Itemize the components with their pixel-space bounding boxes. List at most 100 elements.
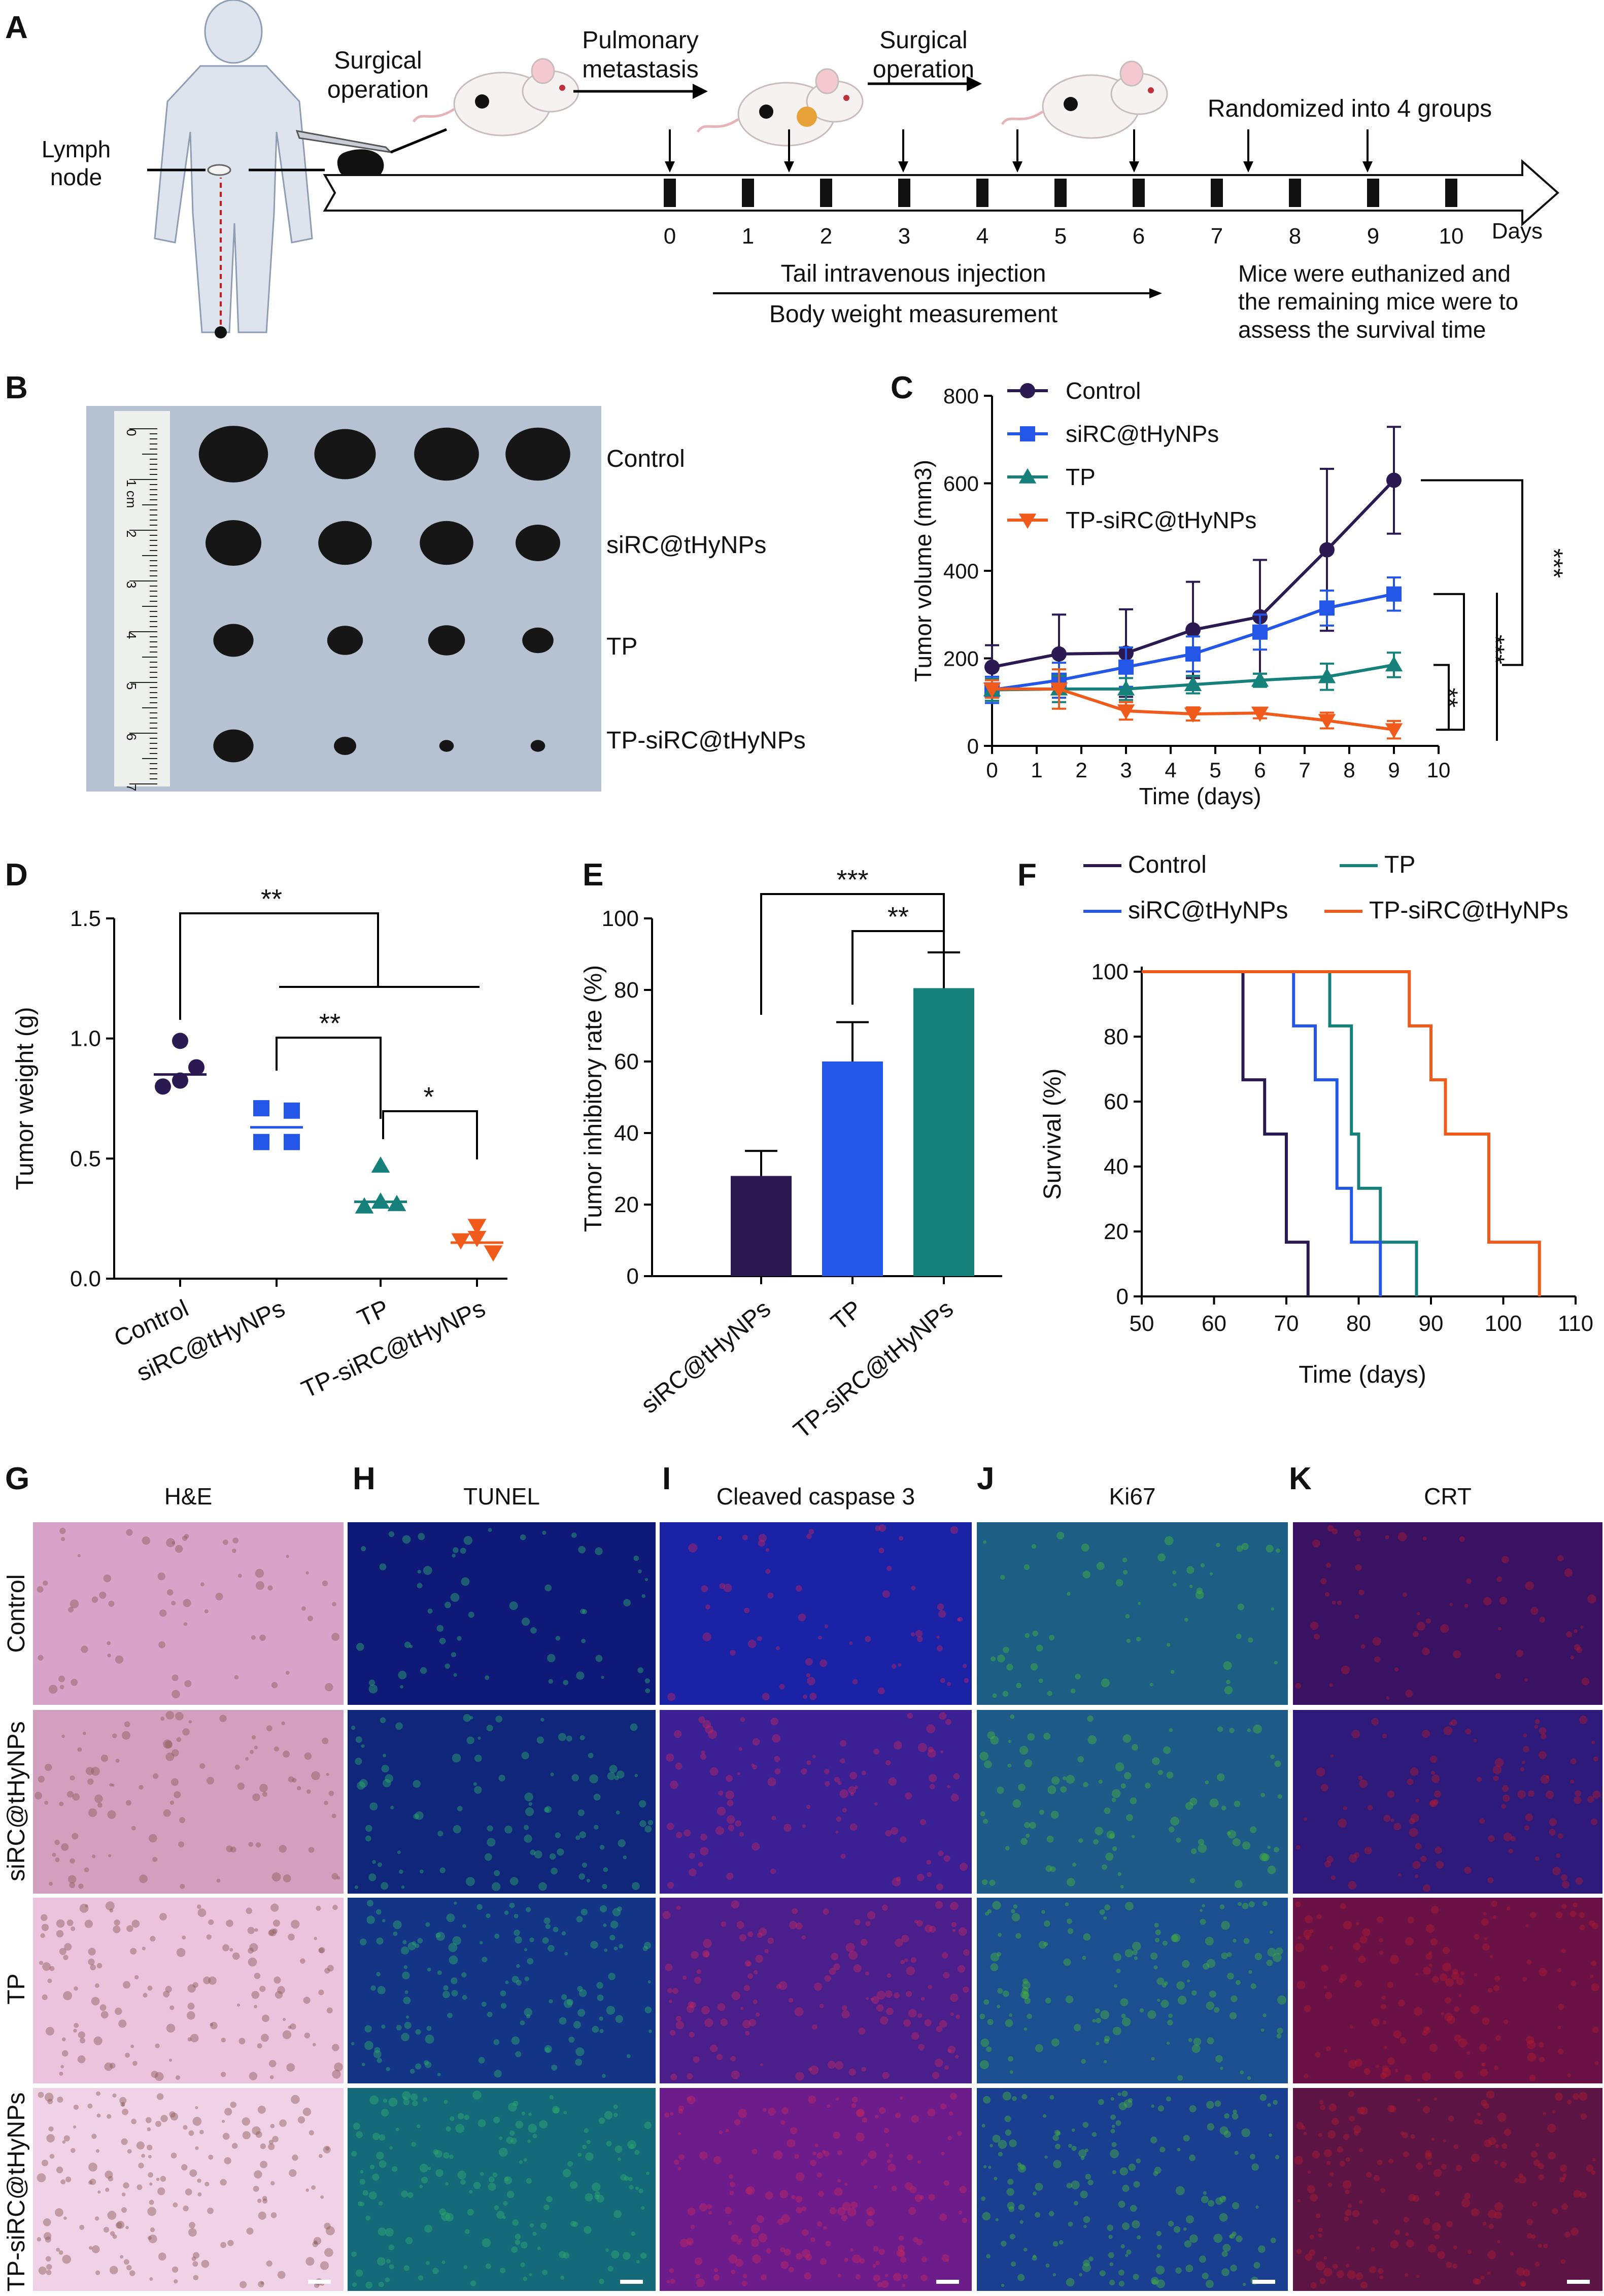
micrograph-texture-dot — [1480, 2069, 1488, 2077]
micrograph-1-1 — [348, 1710, 656, 1894]
micrograph-texture-dot — [1305, 1936, 1310, 1940]
micrograph-texture-dot — [1096, 2041, 1100, 2045]
micrograph-texture-dot — [1031, 1544, 1037, 1549]
micrograph-texture-dot — [609, 1765, 618, 1773]
micrograph-texture-dot — [1444, 2012, 1453, 2021]
micrograph-texture-dot — [272, 2136, 279, 2143]
micrograph-texture-dot — [796, 2172, 805, 2181]
micrograph-texture-dot — [43, 1580, 48, 1586]
panel-letter-f: F — [1017, 858, 1037, 893]
micrograph-texture-dot — [434, 2150, 442, 2158]
micrograph-texture-dot — [739, 1934, 746, 1941]
micrograph-texture-dot — [1163, 1746, 1171, 1754]
micrograph-texture-dot — [921, 1997, 925, 2001]
micrograph-texture-dot — [599, 2016, 603, 2021]
micrograph-texture-dot — [873, 2246, 879, 2252]
injection-arrowhead-0 — [665, 161, 675, 173]
micrograph-texture-dot — [1381, 1995, 1386, 2000]
micrograph-texture-dot — [1415, 1874, 1419, 1878]
micrograph-texture-dot — [1539, 2057, 1545, 2063]
micrograph-texture-dot — [1247, 2076, 1251, 2080]
micrograph-texture-dot — [1068, 2143, 1072, 2148]
micrograph-3-0 — [977, 1522, 1288, 1705]
micrograph-texture-dot — [701, 1585, 708, 1593]
micrograph-texture-dot — [1222, 2196, 1226, 2200]
micrograph-texture-dot — [1569, 1910, 1577, 1917]
micrograph-texture-dot — [237, 1782, 245, 1790]
micrograph-texture-dot — [1238, 1902, 1242, 1906]
micrograph-texture-dot — [1153, 2171, 1158, 2176]
micrograph-texture-dot — [1374, 1656, 1381, 1663]
micrograph-texture-dot — [1154, 1938, 1160, 1943]
micrograph-texture-dot — [378, 2227, 386, 2236]
tumor-sample-1-0 — [206, 520, 261, 566]
micrograph-texture-dot — [1592, 2157, 1596, 2162]
c-legend-label-3: TP-siRC@tHyNPs — [1066, 507, 1256, 533]
micrograph-texture-dot — [1387, 2057, 1395, 2065]
micrograph-texture-dot — [109, 2063, 116, 2069]
micrograph-texture-dot — [950, 1793, 959, 1802]
micrograph-texture-dot — [1115, 1579, 1123, 1587]
micrograph-texture-dot — [728, 2221, 732, 2225]
micrograph-texture-dot — [1021, 1986, 1029, 1994]
d-point-1-3 — [284, 1134, 300, 1150]
micrograph-texture-dot — [542, 2270, 548, 2275]
micrograph-texture-dot — [725, 2129, 729, 2133]
micrograph-texture-dot — [765, 1568, 771, 1574]
micrograph-texture-dot — [596, 2195, 604, 2203]
micrograph-texture-dot — [701, 1750, 705, 1755]
micrograph-texture-dot — [148, 2154, 152, 2158]
micrograph-texture-dot — [1157, 1553, 1166, 1562]
micrograph-texture-dot — [1009, 2070, 1013, 2074]
micrograph-texture-dot — [1065, 1902, 1069, 1906]
micrograph-texture-dot — [1157, 1770, 1163, 1775]
micrograph-texture-dot — [940, 2103, 946, 2110]
micrograph-texture-dot — [515, 2051, 522, 2058]
micrograph-texture-dot — [1560, 1874, 1567, 1881]
d-x-tick-label-2: TP — [354, 1295, 393, 1332]
micrograph-texture-dot — [1573, 2093, 1580, 2100]
micrograph-texture-dot — [1107, 2224, 1114, 2231]
e-y-axis-label: Tumor inhibitory rate (%) — [580, 965, 607, 1232]
micrograph-texture-dot — [512, 2219, 519, 2226]
micrograph-texture-dot — [376, 1972, 381, 1976]
micrograph-texture-dot — [788, 2267, 794, 2273]
micrograph-texture-dot — [251, 1635, 256, 1640]
micrograph-texture-dot — [1253, 2261, 1260, 2269]
micrograph-texture-dot — [1561, 1880, 1569, 1889]
micrograph-texture-dot — [1189, 1797, 1198, 1806]
micrograph-texture-dot — [1318, 2228, 1323, 2233]
micrograph-texture-dot — [283, 1874, 291, 1882]
micrograph-texture-dot — [232, 1952, 240, 1960]
micrograph-texture-dot — [1234, 1800, 1241, 1807]
micrograph-texture-dot — [779, 1684, 785, 1690]
micrograph-texture-dot — [1067, 1918, 1072, 1924]
micrograph-texture-dot — [865, 1971, 869, 1976]
micrograph-texture-dot — [1027, 1733, 1035, 1741]
micrograph-texture-dot — [322, 1580, 328, 1587]
micrograph-texture-dot — [274, 1746, 280, 1752]
micrograph-texture-dot — [738, 2238, 742, 2243]
micrograph-texture-dot — [169, 2111, 176, 2118]
micrograph-texture-dot — [480, 2172, 484, 2176]
micrograph-texture-dot — [526, 2178, 532, 2184]
micrograph-texture-dot — [369, 2095, 379, 2105]
scale-bar-2 — [936, 2280, 959, 2284]
micrograph-texture-dot — [1199, 2255, 1206, 2263]
micrograph-texture-dot — [63, 1955, 69, 1960]
micrograph-texture-dot — [1128, 2098, 1133, 2103]
micrograph-texture-dot — [1309, 1929, 1314, 1933]
micrograph-texture-dot — [731, 2270, 736, 2274]
micrograph-texture-dot — [1303, 1817, 1307, 1821]
micrograph-texture-dot — [576, 1916, 583, 1923]
micrograph-texture-dot — [1407, 1916, 1415, 1924]
micrograph-texture-dot — [1050, 1866, 1056, 1872]
micrograph-texture-dot — [642, 1946, 648, 1951]
micrograph-texture-dot — [268, 2143, 275, 2150]
micrograph-texture-dot — [248, 1947, 254, 1954]
micrograph-texture-dot — [324, 1801, 328, 1805]
micrograph-texture-dot — [808, 1529, 814, 1535]
micrograph-texture-dot — [520, 1534, 526, 1540]
micrograph-texture-dot — [1298, 1936, 1301, 1939]
